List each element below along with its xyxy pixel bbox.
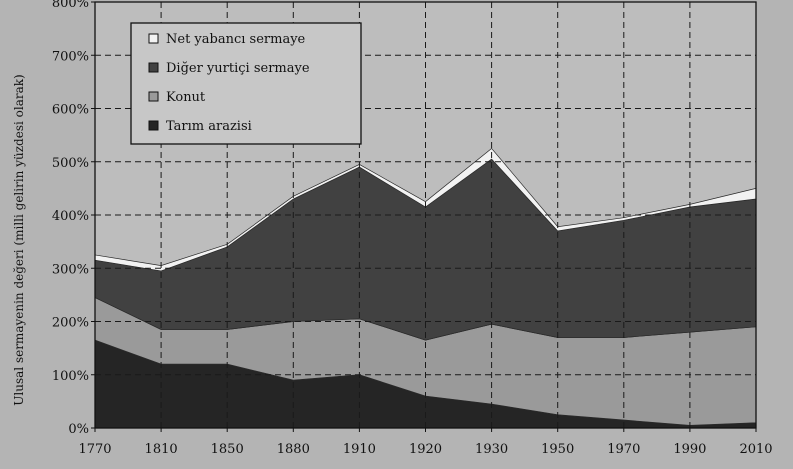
x-tick-label: 1970 bbox=[607, 442, 640, 457]
x-tick-label: 1990 bbox=[673, 442, 706, 457]
x-tick-label: 1850 bbox=[211, 442, 244, 457]
y-tick-label: 600% bbox=[52, 103, 89, 118]
legend-label: Tarım arazisi bbox=[166, 119, 252, 134]
legend-label: Net yabancı sermaye bbox=[166, 32, 306, 47]
y-tick-label: 800% bbox=[52, 0, 89, 11]
legend-box bbox=[130, 22, 362, 145]
x-tick-label: 2010 bbox=[739, 442, 772, 457]
legend-swatch bbox=[148, 62, 159, 73]
legend-label: Diğer yurtiçi sermaye bbox=[166, 61, 310, 76]
x-tick-label: 1880 bbox=[277, 442, 310, 457]
x-tick-label: 1930 bbox=[475, 442, 508, 457]
legend-label: Konut bbox=[166, 90, 206, 105]
x-tick-label: 1920 bbox=[409, 442, 442, 457]
y-tick-label: 400% bbox=[52, 209, 89, 224]
y-axis-label: Ulusal sermayenin değeri (milli gelirin … bbox=[12, 74, 26, 405]
legend-swatch bbox=[148, 91, 159, 102]
x-tick-label: 1950 bbox=[541, 442, 574, 457]
y-tick-label: 300% bbox=[52, 262, 89, 277]
y-tick-label: 0% bbox=[68, 422, 89, 437]
legend: Net yabancı sermaye Diğer yurtiçi sermaye… bbox=[130, 22, 362, 145]
legend-swatch bbox=[148, 33, 159, 44]
y-tick-label: 500% bbox=[52, 156, 89, 171]
legend-swatch bbox=[148, 120, 159, 131]
y-tick-label: 100% bbox=[52, 369, 89, 384]
x-tick-label: 1770 bbox=[78, 442, 111, 457]
x-tick-label: 1910 bbox=[343, 442, 376, 457]
y-tick-label: 700% bbox=[52, 49, 89, 64]
x-tick-label: 1810 bbox=[145, 442, 178, 457]
y-tick-label: 200% bbox=[52, 316, 89, 331]
